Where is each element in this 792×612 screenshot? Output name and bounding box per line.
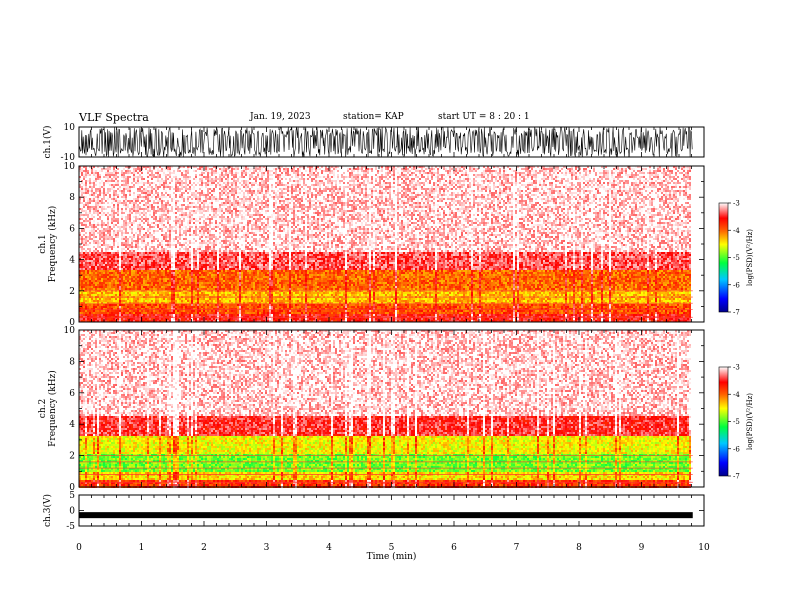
y-axis-label: ch.2 [38, 399, 48, 418]
ch3-waveform-trace [79, 512, 693, 518]
x-tick-label: 7 [514, 543, 520, 553]
y-tick-label: 10 [64, 123, 76, 133]
y-tick-label: 5 [69, 491, 75, 501]
y-axis-label: ch.1 [38, 234, 48, 253]
colorbar-tick-label: -3 [733, 200, 740, 208]
x-tick-label: 0 [76, 543, 82, 553]
y-tick-label: 4 [69, 420, 75, 430]
x-tick-label: 6 [451, 543, 457, 553]
y-tick-label: 6 [69, 224, 75, 234]
colorbar-tick-label: -7 [733, 309, 740, 317]
y-tick-label: 2 [69, 287, 75, 297]
colorbar-tick-label: -7 [733, 473, 740, 481]
y-tick-label: 6 [69, 389, 75, 399]
x-tick-label: 3 [264, 543, 270, 553]
x-tick-label: 10 [698, 543, 710, 553]
colorbar-label: log(PSD)(V²/Hz) [746, 393, 754, 450]
colorbar-tick-label: -6 [733, 281, 740, 289]
y-tick-label: 4 [69, 256, 75, 266]
colorbar-tick-label: -3 [733, 364, 740, 372]
x-tick-label: 2 [201, 543, 207, 553]
y-tick-label: 8 [69, 193, 75, 203]
ch1-waveform-trace [79, 127, 692, 157]
colorbar-1 [719, 203, 728, 312]
spectrogram-2 [79, 330, 693, 488]
y-tick-label: -5 [66, 522, 75, 532]
y-tick-label: 10 [64, 326, 76, 336]
colorbar-tick-label: -6 [733, 445, 740, 453]
colorbar-tick-label: -4 [733, 227, 740, 235]
x-tick-label: 1 [139, 543, 145, 553]
colorbar-label: log(PSD)(V²/Hz) [746, 229, 754, 286]
x-tick-label: 8 [576, 543, 582, 553]
y-tick-label: 10 [64, 162, 76, 172]
y-axis-label: Frequency (kHz) [47, 370, 58, 447]
colorbar-tick-label: -5 [733, 254, 740, 262]
x-axis-label: Time (min) [367, 551, 417, 562]
spectrogram-1 [79, 166, 693, 322]
y-axis-label: ch.3(V) [42, 494, 53, 527]
vlf-spectra-figure: 10-10ch.1(V)0246810ch.1 Frequency (kHz)02… [0, 0, 792, 612]
y-axis-label: Frequency (kHz) [47, 206, 58, 283]
x-tick-label: 4 [326, 543, 332, 553]
y-tick-label: 8 [69, 357, 75, 367]
x-tick-label: 9 [639, 543, 645, 553]
colorbar-tick-label: -4 [733, 391, 740, 399]
y-tick-label: 0 [69, 507, 75, 517]
colorbar-2 [719, 367, 728, 476]
colorbar-tick-label: -5 [733, 418, 740, 426]
y-axis-label: ch.1(V) [42, 126, 53, 159]
y-tick-label: 2 [69, 452, 75, 462]
